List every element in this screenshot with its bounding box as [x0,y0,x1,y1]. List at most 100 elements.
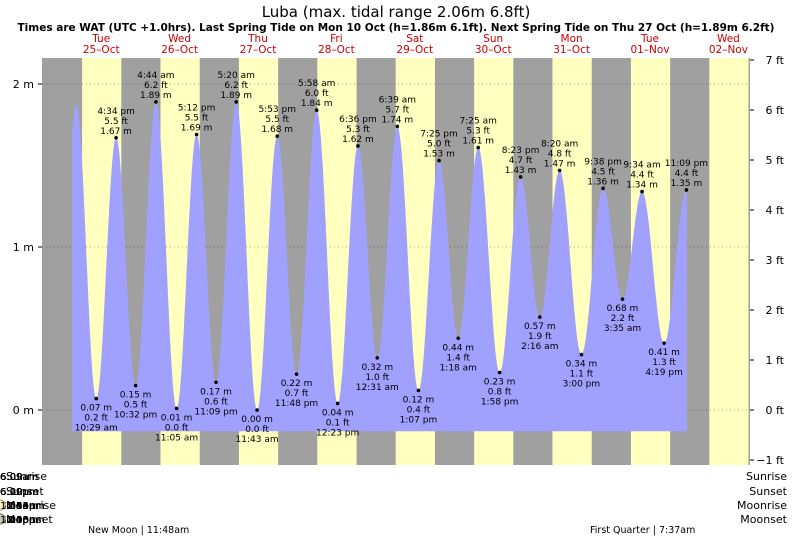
low-tide-dot [497,370,502,375]
high-tide-dot [601,186,605,191]
high-tide-label: 8:20 am [541,139,578,149]
low-tide-label: 3:00 pm [563,380,601,390]
low-tide-dot [133,383,138,388]
high-tide-dot [154,100,158,104]
high-tide-dot [275,134,280,138]
day-date: 26–Oct [161,44,198,56]
sunset-time: 6:10pm [0,487,39,498]
day-of-week: Sun [483,33,503,45]
low-tide-label: 1.3 ft [652,358,676,368]
moonset-row-label-left: Moonset [6,513,53,526]
y-axes: 0 m 1 m 2 m −1 ft 0 ft 1 ft 2 ft 3 ft 4 ft 5 ft 6 … [13,54,785,467]
moonset-time: 6:20pm [0,515,39,526]
sunrise-time: 6:09am [0,472,38,483]
daylight-band [709,58,749,465]
low-tide-label: 1.9 ft [528,332,552,342]
feet-tick-label: 1 ft [766,354,785,367]
feet-tick-label: 7 ft [766,54,785,67]
day-headers: Tue25–OctWed26–OctThu27–OctFri28–OctSat2… [83,33,748,56]
moonrise-time: 9:51am [0,501,38,512]
moonset-row-label-right: Moonset [740,513,787,526]
low-tide-label: 0.00 m [241,415,273,425]
high-tide-label: 1.84 m [301,99,333,109]
high-tide-label: 5:12 pm [178,104,216,114]
high-tide-label: 5:58 am [298,79,335,89]
low-tide-dot [416,388,421,393]
high-tide-label: 4.4 ft [630,171,654,181]
chart-subtitle: Times are WAT (UTC +1.0hrs). Last Spring… [18,22,775,34]
low-tide-label: 11:09 pm [194,407,237,417]
day-of-week: Tue [91,33,110,45]
low-tide-label: 0.15 m [120,391,152,401]
day-date: 02–Nov [709,44,748,56]
high-tide-dot [640,189,644,194]
high-tide-label: 8:23 pm [502,146,540,156]
low-tide-label: 1:07 pm [400,415,438,425]
low-tide-label: 1:18 am [440,363,477,373]
high-tide-label: 1.43 m [505,166,537,176]
low-tide-label: 1.1 ft [570,370,594,380]
high-tide-label: 1.47 m [544,159,576,169]
high-tide-label: 5.5 ft [104,117,128,127]
high-tide-label: 4.8 ft [548,149,572,159]
moonrise-time: 11:55am [0,501,45,512]
low-tide-label: 0.01 m [161,413,193,423]
low-tide-label: 10:32 pm [114,411,157,421]
moonset-time: 9:03pm [0,515,39,526]
feet-tick-label: 4 ft [766,204,785,217]
high-tide-label: 4.5 ft [591,167,615,177]
high-tide-label: 4:34 pm [97,107,135,117]
low-tide-dot [294,372,299,376]
low-tide-label: 12:23 pm [316,428,359,438]
low-tide-label: 0.23 m [484,378,516,388]
chart-title: Luba (max. tidal range 2.06m 6.8ft) [262,3,531,21]
high-tide-label: 1.35 m [671,179,703,189]
moonrise-row-label-left: Moonrise [6,499,56,512]
high-tide-label: 4.7 ft [509,156,533,166]
low-tide-label: 0.5 ft [124,401,148,411]
high-tide-label: 5.3 ft [466,127,490,137]
sunrise-time: 6:09am [0,472,38,483]
low-tide-dot [174,406,179,411]
low-tide-label: 1.4 ft [446,353,470,363]
moonset-time: 7:10pm [0,515,39,526]
high-tide-label: 1.67 m [100,127,132,137]
low-tide-dot [255,408,259,412]
day-of-week: Fri [330,33,343,45]
moon-phase-first-quarter: First Quarter | 7:37am [590,525,695,536]
day-date: 30–Oct [475,44,512,56]
metre-tick-label: 1 m [13,241,34,254]
high-tide-label: 7:25 am [460,117,497,127]
low-tide-label: 4:19 pm [645,368,683,378]
moonset-icon [0,513,6,525]
sunset-time: 6:09pm [0,487,39,498]
high-tide-label: 1.53 m [423,150,455,160]
high-tide-label: 5.5 ft [185,114,209,124]
low-tide-label: 0.0 ft [245,425,269,435]
high-tide-dot [476,145,481,150]
sunset-row-label-right: Sunset [749,485,787,498]
metre-tick-label: 2 m [13,78,34,91]
low-tide-label: 12:31 am [356,383,399,393]
low-tide-label: 11:43 am [236,435,279,445]
high-tide-label: 1.89 m [220,91,252,101]
metre-tick-label: 0 m [13,404,34,417]
high-tide-label: 1.61 m [462,137,494,147]
high-tide-dot [356,144,360,148]
high-tide-label: 11:09 pm [665,159,708,169]
feet-tick-label: 6 ft [766,104,785,117]
low-tide-label: 11:05 am [155,433,198,443]
low-tide-label: 0.12 m [403,395,435,405]
day-of-week: Wed [168,33,191,45]
high-tide-label: 4:44 am [137,71,174,81]
day-of-week: Mon [561,33,583,45]
high-tide-label: 1.68 m [261,125,293,135]
low-tide-label: 1:58 pm [481,398,519,408]
low-tide-label: 0.04 m [322,408,354,418]
low-tide-label: 1.0 ft [365,373,389,383]
day-of-week: Tue [640,33,659,45]
high-tide-label: 5:53 pm [258,105,296,115]
low-tide-label: 0.17 m [200,387,232,397]
